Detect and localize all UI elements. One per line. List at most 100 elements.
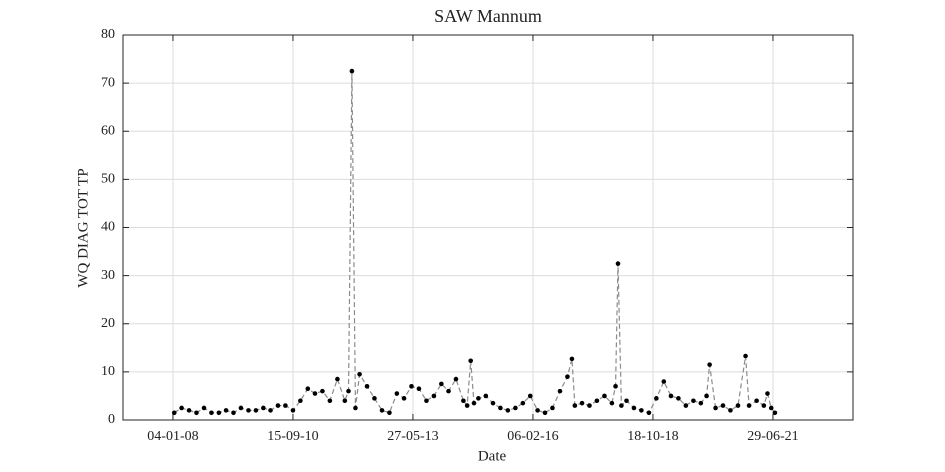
data-point (342, 398, 348, 404)
data-point (505, 408, 511, 413)
data-point (346, 388, 351, 394)
y-tick-label: 10 (101, 364, 115, 379)
data-point (335, 376, 340, 382)
data-point (624, 398, 629, 404)
data-point (743, 353, 748, 359)
data-point (639, 408, 644, 413)
data-point (238, 405, 244, 411)
data-point (728, 408, 733, 413)
data-point (283, 403, 288, 408)
data-point (439, 381, 444, 387)
data-point (520, 400, 526, 406)
data-point (253, 408, 259, 413)
data-point (471, 400, 477, 406)
x-tick-label: 04-01-08 (147, 429, 198, 444)
data-point (735, 403, 741, 408)
data-point (698, 400, 704, 406)
data-point (312, 391, 318, 396)
chart-title: SAW Mannum (434, 6, 542, 26)
data-point (754, 398, 759, 404)
series-line (173, 71, 776, 414)
data-point (394, 391, 400, 396)
data-point (602, 393, 607, 399)
data-point (349, 68, 355, 74)
data-point (498, 405, 503, 411)
x-tick-label: 15-09-10 (267, 429, 318, 444)
data-point (631, 405, 637, 411)
y-axis-label: WQ DIAG TOT TP (75, 168, 91, 287)
y-tick-label: 40 (101, 220, 115, 235)
data-point (746, 403, 752, 408)
y-tick-label: 30 (101, 268, 115, 283)
data-point (372, 396, 377, 401)
data-point (290, 408, 296, 413)
data-point (461, 398, 466, 404)
data-point (550, 405, 555, 411)
data-point (424, 398, 429, 404)
data-point (676, 396, 681, 401)
data-point (768, 405, 774, 411)
x-tick-label: 27-05-13 (387, 429, 438, 444)
data-point (557, 388, 563, 394)
data-point (527, 393, 533, 399)
data-point (223, 408, 229, 413)
data-point (364, 384, 370, 389)
data-point (535, 408, 540, 413)
data-point (305, 386, 311, 392)
data-point (646, 410, 652, 416)
data-point (772, 410, 778, 416)
y-tick-label: 70 (101, 75, 115, 90)
data-point (353, 405, 358, 411)
data-point (476, 396, 481, 401)
plot-frame (122, 34, 854, 421)
data-point (661, 379, 667, 384)
data-point (613, 384, 618, 389)
y-tick-label: 60 (101, 123, 115, 138)
data-point (483, 393, 489, 399)
data-point (713, 405, 718, 411)
data-point (298, 398, 303, 404)
data-point (387, 410, 392, 416)
data-point (490, 400, 496, 406)
x-tick-label: 29-06-21 (747, 429, 798, 444)
data-point (261, 405, 266, 411)
data-point (668, 393, 674, 399)
data-point (194, 410, 199, 416)
data-point (453, 376, 459, 382)
x-tick-label: 06-02-16 (507, 429, 558, 444)
data-point (401, 396, 407, 401)
data-point (513, 405, 518, 411)
data-point (761, 403, 767, 408)
data-point (542, 410, 548, 416)
y-tick-label: 0 (108, 412, 115, 427)
data-point (409, 384, 414, 389)
data-point (209, 410, 214, 416)
data-point (201, 405, 207, 411)
data-point (246, 408, 251, 413)
data-point (186, 408, 192, 413)
data-point (707, 362, 712, 367)
data-point (464, 403, 470, 408)
data-point (579, 400, 585, 406)
data-point (569, 356, 575, 362)
y-tick-label: 20 (101, 316, 115, 331)
data-point (683, 403, 689, 408)
data-point (216, 410, 222, 416)
data-point (565, 374, 570, 379)
data-point (615, 261, 621, 266)
y-tick-label: 80 (101, 27, 115, 42)
data-point (431, 393, 437, 399)
data-point (275, 403, 281, 408)
data-point (765, 391, 770, 396)
data-point (446, 388, 451, 394)
data-point (320, 388, 325, 394)
data-point (609, 400, 615, 406)
data-point (171, 410, 177, 416)
data-point (357, 371, 362, 377)
data-point (720, 403, 726, 408)
data-point (179, 405, 184, 411)
data-point (379, 408, 385, 413)
data-point (416, 386, 422, 392)
data-point (572, 403, 578, 408)
